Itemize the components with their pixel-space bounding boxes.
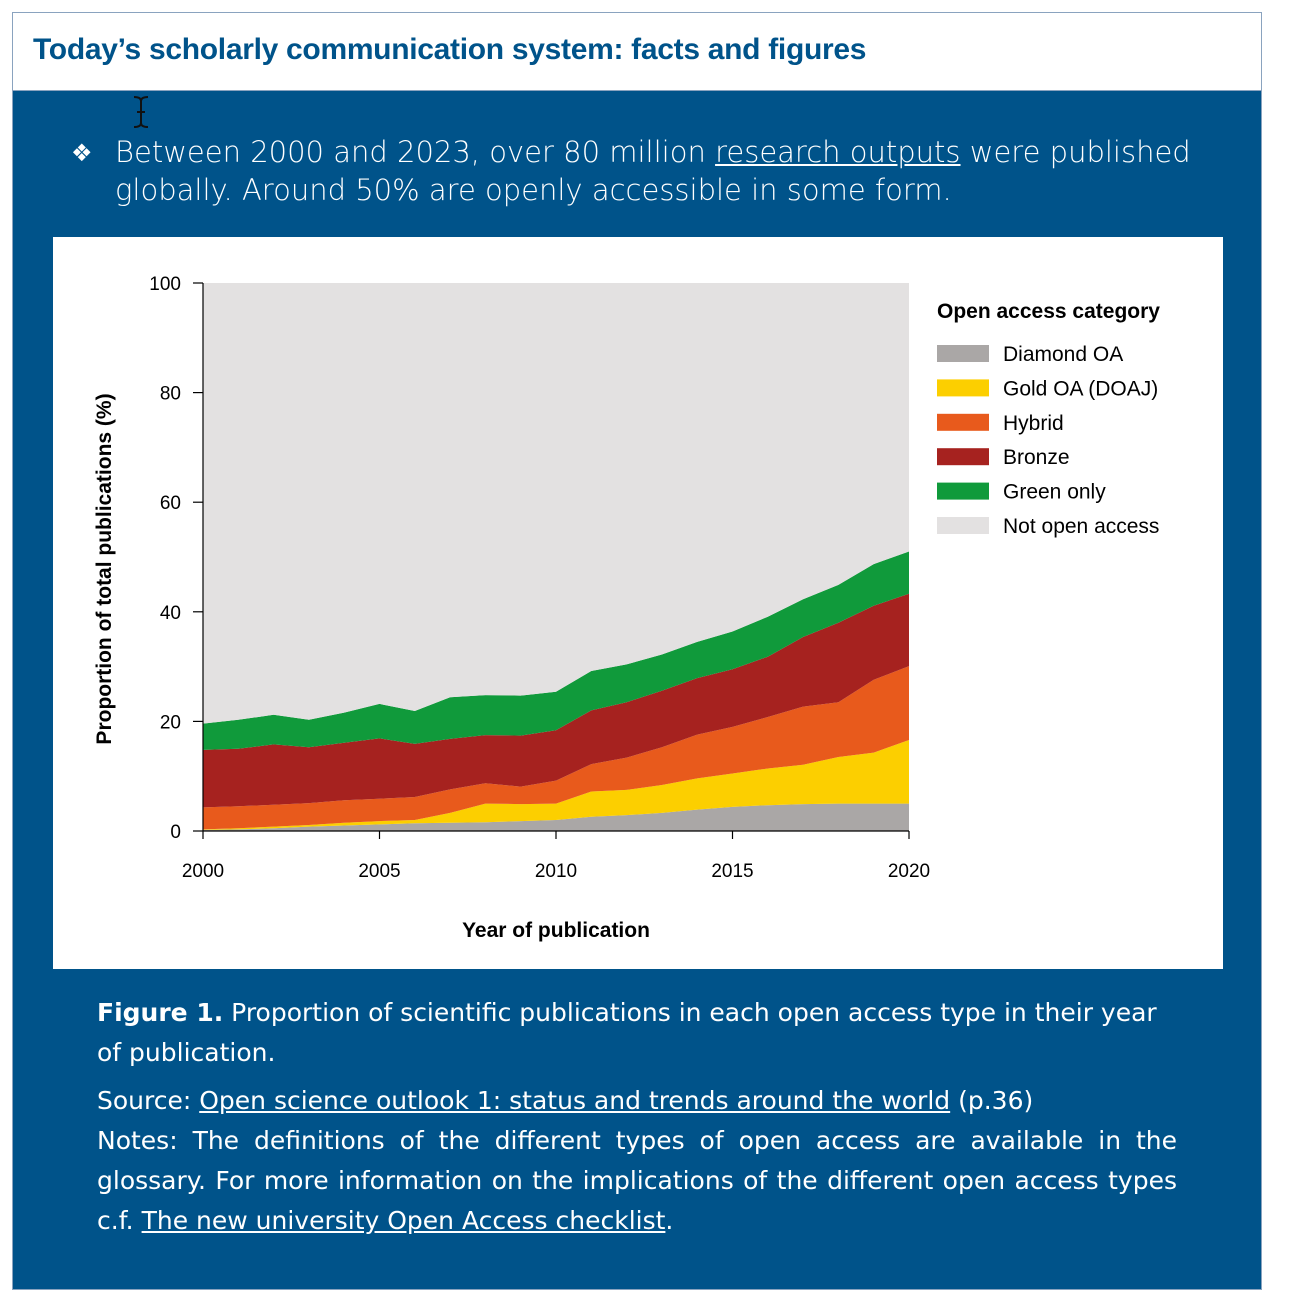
legend-swatch [937,517,989,534]
figure-description: Figure 1. Proportion of scientific publi… [97,993,1177,1073]
legend-label: Green only [1003,481,1106,504]
stacked-area-chart: 0 20 40 60 80 100 2000 2005 2010 2015 2020 Diamond… [93,274,1160,942]
legend-label: Diamond OA [1003,343,1123,366]
checklist-link[interactable]: The new university Open Access checklist [141,1206,666,1235]
legend-label: Gold OA (DOAJ) [1003,377,1158,400]
notes-paragraph: Notes: The definitions of the different … [97,1121,1177,1241]
area-diamond-oa [203,803,909,831]
legend-label: Hybrid [1003,412,1064,435]
x-tick-label: 2010 [535,861,577,882]
intro-text-after: were published globally. Around 50% are … [115,135,1191,207]
legend-swatch [937,379,989,397]
legend-swatch [937,413,989,431]
infobox-panel: Today’s scholarly communication system: … [12,12,1262,1290]
intro-text-before: Between 2000 and 2023, over 80 million [115,135,716,169]
x-axis-title: Year of publication [462,919,650,942]
figure-label: Figure 1. [97,998,224,1027]
legend-swatch [937,345,989,362]
area-not-open-access [203,283,909,724]
legend-swatch [937,448,989,466]
y-tick-label: 0 [170,822,181,843]
infobox-title: Today’s scholarly communication system: … [33,33,867,66]
source-line: Source: Open science outlook 1: status a… [97,1081,1177,1121]
legend-label: Not open access [1003,515,1159,538]
chart-container: 0 20 40 60 80 100 2000 2005 2010 2015 2020 Diamond… [53,237,1223,969]
figure-text: Proportion of scientific publications in… [97,998,1157,1067]
intro-text: Between 2000 and 2023, over 80 million r… [115,133,1215,209]
area-gold-oa-doaj [203,740,909,830]
figure-caption: Figure 1. Proportion of scientific publi… [97,993,1177,1241]
legend-swatch [937,482,989,500]
x-tick-label: 2015 [711,861,753,882]
research-outputs-link[interactable]: research outputs [715,135,961,169]
source-link[interactable]: Open science outlook 1: status and trend… [199,1086,951,1115]
y-tick-label: 100 [149,274,181,295]
diamond-bullet-icon: ❖ [71,139,93,167]
y-tick-label: 60 [160,493,181,514]
infobox-header: Today’s scholarly communication system: … [13,13,1261,91]
source-suffix: (p.36) [950,1086,1034,1115]
y-tick-label: 80 [160,384,181,405]
y-tick-label: 20 [160,712,181,733]
area-hybrid [203,666,909,830]
area-green-only [203,551,909,750]
y-axis-title: Proportion of total publications (%) [93,393,116,744]
text-cursor-icon [133,96,149,128]
source-prefix: Source: [97,1086,200,1115]
notes-end: . [665,1206,674,1235]
legend-title: Open access category [937,300,1160,323]
x-tick-label: 2005 [358,861,400,882]
notes-text: Notes: The definitions of the different … [97,1126,1177,1235]
y-tick-label: 40 [160,603,181,624]
x-tick-label: 2020 [888,861,930,882]
legend-label: Bronze [1003,446,1070,469]
area-bronze [203,593,909,808]
x-tick-label: 2000 [182,861,224,882]
